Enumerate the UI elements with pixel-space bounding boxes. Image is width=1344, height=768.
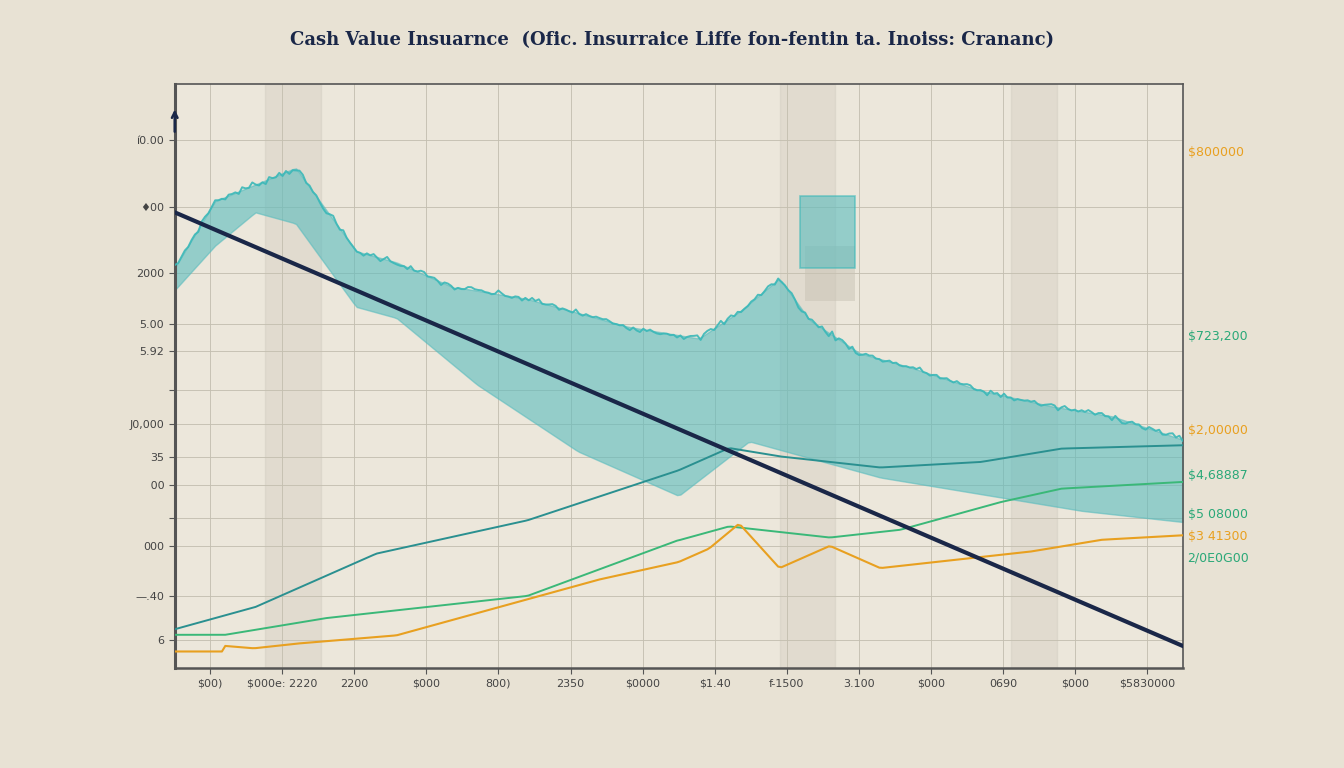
Bar — [800, 196, 855, 268]
Text: Cash Value Insuarnce  (Ofic. Insurraice Liffe fon-fentin ta. Inoiss: Crananc): Cash Value Insuarnce (Ofic. Insurraice L… — [290, 31, 1054, 48]
Bar — [780, 84, 835, 668]
Bar — [805, 246, 855, 301]
Bar — [265, 84, 321, 668]
Bar — [1011, 84, 1056, 668]
